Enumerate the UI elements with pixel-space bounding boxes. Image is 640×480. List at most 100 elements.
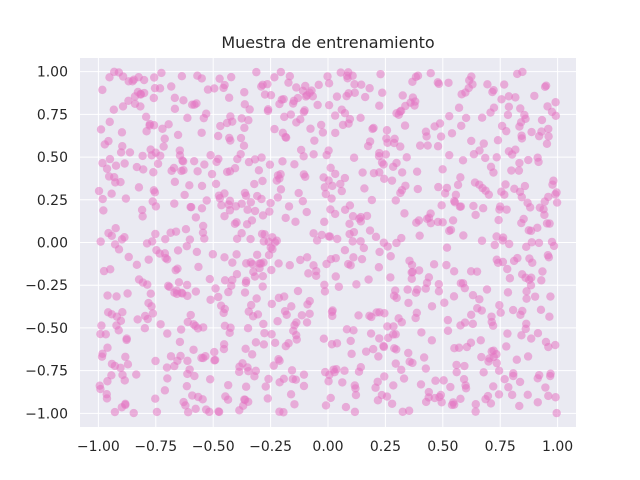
scatter-point (282, 310, 291, 319)
scatter-point (259, 319, 268, 329)
scatter-point (350, 80, 359, 89)
scatter-point (457, 121, 466, 130)
scatter-point (421, 397, 431, 407)
scatter-point (298, 196, 308, 206)
scatter-point (356, 113, 365, 123)
scatter-point (535, 203, 545, 212)
x-tick-label: 1.00 (542, 439, 573, 455)
scatter-point (383, 138, 392, 148)
scatter-point (275, 174, 284, 183)
scatter-point (358, 168, 367, 177)
scatter-point (138, 212, 147, 221)
scatter-point (342, 325, 352, 334)
scatter-point (240, 288, 250, 297)
scatter-point (381, 150, 391, 159)
scatter-point (197, 181, 207, 191)
scatter-point (276, 185, 286, 194)
scatter-point (327, 194, 336, 203)
scatter-point (541, 337, 551, 347)
scatter-point (503, 329, 512, 338)
scatter-point (109, 105, 119, 114)
scatter-point (526, 226, 536, 236)
scatter-point (263, 79, 272, 89)
scatter-point (320, 287, 330, 296)
scatter-point (389, 291, 399, 300)
scatter-point (546, 369, 555, 378)
scatter-point (203, 85, 213, 94)
scatter-point (386, 252, 395, 261)
scatter-point (337, 186, 346, 196)
scatter-point (175, 337, 185, 347)
scatter-point (489, 382, 498, 391)
scatter-point (362, 211, 372, 221)
scatter-point (124, 96, 133, 105)
scatter-point (398, 407, 407, 417)
scatter-point (495, 202, 505, 211)
scatter-point (378, 88, 387, 97)
scatter-point (299, 381, 309, 391)
scatter-point (220, 253, 229, 262)
scatter-point (446, 382, 455, 392)
scatter-point (494, 390, 504, 399)
scatter-point (152, 245, 161, 255)
scatter-point (252, 250, 262, 259)
scatter-point (303, 300, 312, 309)
scatter-point (503, 264, 512, 274)
scatter-point (360, 184, 369, 193)
scatter-point (198, 221, 208, 231)
scatter-point (438, 165, 447, 174)
scatter-point (478, 183, 487, 193)
scatter-point (458, 156, 468, 165)
scatter-point (97, 352, 107, 361)
scatter-point (287, 366, 297, 375)
scatter-point (319, 334, 329, 343)
scatter-point (534, 238, 544, 248)
scatter-point (253, 310, 263, 319)
scatter-point (237, 229, 246, 238)
scatter-point (316, 120, 326, 130)
scatter-point (177, 166, 186, 176)
scatter-point (412, 308, 422, 317)
scatter-point (302, 318, 312, 327)
scatter-point (507, 390, 517, 400)
scatter-point (413, 184, 422, 194)
scatter-point (111, 161, 121, 170)
scatter-point (296, 145, 306, 155)
y-tick-label: 0.75 (37, 107, 68, 123)
scatter-point (524, 155, 533, 165)
scatter-point (164, 120, 173, 129)
scatter-point (132, 260, 142, 270)
scatter-point (151, 229, 160, 239)
scatter-point (426, 68, 435, 78)
scatter-point (544, 132, 553, 141)
scatter-point (443, 326, 453, 335)
scatter-point (523, 390, 532, 399)
scatter-point (467, 136, 476, 146)
scatter-point (546, 292, 555, 301)
scatter-point (374, 352, 383, 361)
scatter-point (117, 128, 127, 137)
scatter-point (290, 400, 299, 409)
scatter-point (305, 309, 314, 318)
scatter-point (504, 102, 514, 112)
scatter-point (481, 153, 490, 163)
scatter-point (530, 91, 539, 101)
scatter-point (269, 361, 278, 370)
scatter-point (336, 68, 345, 77)
scatter-point (435, 392, 444, 402)
scatter-point (160, 134, 169, 143)
scatter-point (163, 281, 173, 291)
scatter-point (402, 153, 411, 162)
scatter-point (436, 132, 446, 141)
y-tick-label: 0.50 (37, 150, 68, 166)
scatter-point (488, 87, 497, 97)
scatter-point (139, 75, 149, 85)
scatter-point (466, 310, 476, 319)
scatter-point (232, 250, 241, 259)
scatter-point (302, 207, 311, 217)
scatter-point (221, 392, 230, 401)
scatter-point (365, 226, 375, 235)
scatter-point (201, 352, 210, 361)
scatter-point (356, 212, 366, 222)
scatter-point (523, 352, 533, 361)
